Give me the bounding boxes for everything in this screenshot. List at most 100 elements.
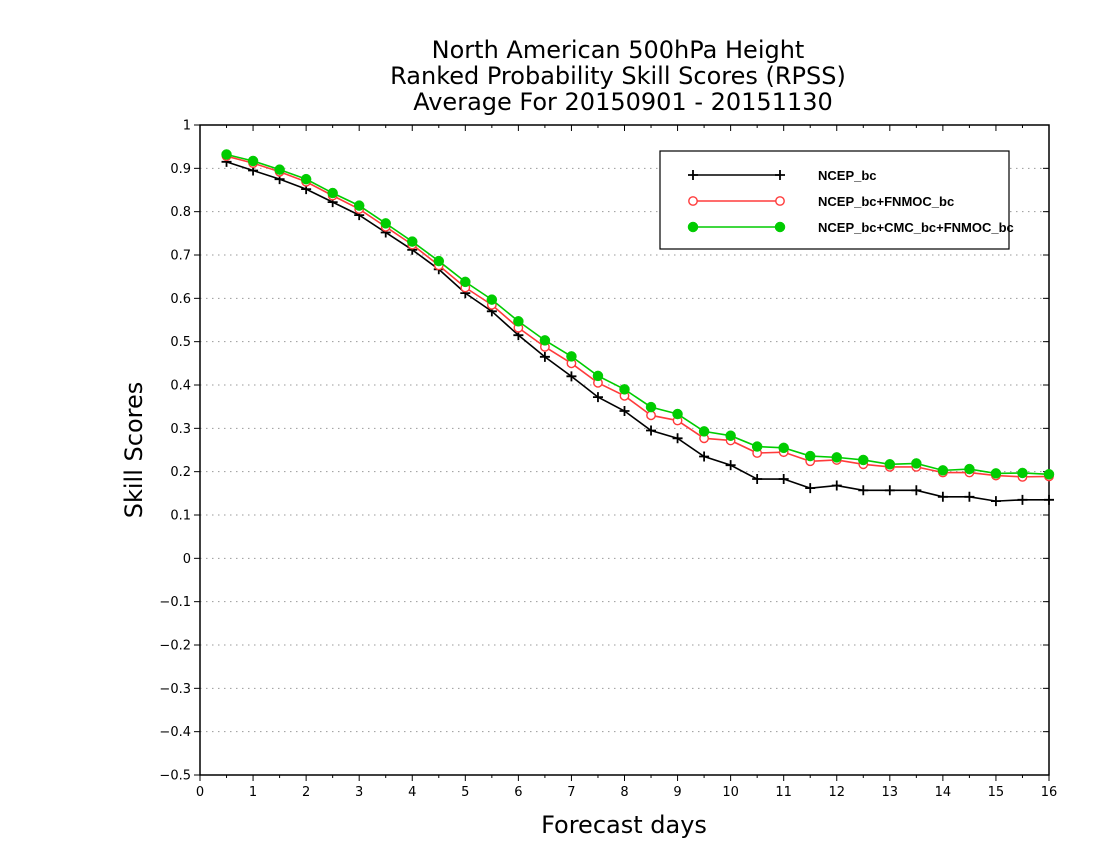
data-point xyxy=(646,410,656,421)
legend-marker xyxy=(688,170,698,180)
data-point xyxy=(911,485,922,496)
y-axis-label: Skill Scores xyxy=(120,382,148,519)
data-point xyxy=(725,460,736,471)
y-tick-label: 0.6 xyxy=(170,292,191,307)
legend-marker xyxy=(688,196,698,206)
data-point xyxy=(486,294,498,305)
data-point xyxy=(1017,494,1028,505)
data-point xyxy=(619,384,630,395)
legend-entry: NCEP_bc+CMC_bc+FNMOC_bc xyxy=(687,220,1014,235)
data-point xyxy=(831,452,842,463)
y-axis-ticks: −0.5 −0.4 −0.3 −0.2 −0.1 0 0.1 0.2 0.3 0.4 0.5 0.6 0… xyxy=(159,119,1049,784)
y-tick-label: −0.5 xyxy=(159,769,191,784)
x-tick-label: 7 xyxy=(567,785,575,800)
data-point xyxy=(566,351,577,362)
legend-marker xyxy=(774,221,786,233)
legend-label: NCEP_bc xyxy=(818,168,877,183)
y-tick-label: −0.3 xyxy=(159,682,191,697)
x-axis-label: Forecast days xyxy=(541,811,707,839)
data-point xyxy=(698,426,710,437)
x-tick-label: 12 xyxy=(828,785,845,800)
x-tick-label: 13 xyxy=(882,785,899,800)
data-point xyxy=(592,370,604,382)
data-point xyxy=(539,335,551,346)
data-point xyxy=(858,454,869,466)
data-point xyxy=(937,465,949,476)
data-point xyxy=(646,425,657,436)
data-point xyxy=(831,480,842,491)
legend: NCEP_bc NCEP_bc+FNMOC_bc NCEP_bc+CMC_bc+FN… xyxy=(659,150,1014,250)
x-tick-label: 10 xyxy=(722,785,739,800)
data-point xyxy=(274,164,285,175)
x-tick-label: 1 xyxy=(249,785,257,800)
chart-title: North American 500hPa Height Ranked Prob… xyxy=(390,36,846,116)
data-point xyxy=(858,485,869,496)
data-point xyxy=(619,406,630,416)
data-point xyxy=(672,433,683,444)
data-point xyxy=(460,276,471,288)
data-point xyxy=(911,458,922,469)
x-tick-label: 14 xyxy=(935,785,952,800)
x-tick-label: 0 xyxy=(196,785,204,800)
x-tick-label: 2 xyxy=(302,785,310,800)
series-2 xyxy=(221,149,1055,480)
data-point xyxy=(752,474,763,485)
data-point xyxy=(1043,469,1055,480)
data-point xyxy=(937,491,948,502)
data-point xyxy=(566,371,577,382)
data-point xyxy=(353,200,365,211)
x-tick-label: 16 xyxy=(1041,785,1058,800)
data-point xyxy=(990,468,1002,479)
data-point xyxy=(778,442,789,454)
y-tick-label: −0.2 xyxy=(159,639,191,654)
legend-entry: NCEP_bc+FNMOC_bc xyxy=(688,194,954,209)
data-point xyxy=(804,450,816,462)
plot-frame xyxy=(199,124,1050,776)
legend-label: NCEP_bc+FNMOC_bc xyxy=(818,194,954,209)
grid-lines xyxy=(200,167,1049,733)
data-point xyxy=(751,441,763,452)
legend-marker xyxy=(775,196,785,206)
legend-label: NCEP_bc+CMC_bc+FNMOC_bc xyxy=(818,220,1014,235)
series-group xyxy=(221,149,1055,507)
y-tick-label: 0.5 xyxy=(170,335,191,350)
y-tick-label: −0.1 xyxy=(159,595,191,610)
data-point xyxy=(247,155,259,167)
data-point xyxy=(672,408,683,420)
data-point xyxy=(300,173,312,185)
title-line-2: Ranked Probability Skill Scores (RPSS) xyxy=(390,62,846,90)
data-point xyxy=(1044,494,1054,505)
data-point xyxy=(884,459,896,470)
legend-marker xyxy=(687,221,699,233)
y-tick-label: 0.2 xyxy=(170,465,191,480)
legend-marker xyxy=(775,170,785,180)
y-tick-label: 1 xyxy=(183,119,191,134)
y-tick-label: 0.3 xyxy=(170,422,191,437)
data-point xyxy=(539,351,550,362)
data-point xyxy=(964,463,975,475)
data-point xyxy=(221,149,232,160)
x-tick-label: 11 xyxy=(775,785,792,800)
data-point xyxy=(884,485,895,496)
data-point xyxy=(699,451,710,462)
y-tick-label: 0.9 xyxy=(170,162,191,177)
x-axis-ticks: 0 1 2 3 4 5 6 7 8 9 10 11 12 13 14 15 16 xyxy=(196,125,1057,800)
data-point xyxy=(433,255,445,267)
data-point xyxy=(645,401,657,413)
data-point xyxy=(990,496,1001,507)
data-point xyxy=(407,236,418,247)
y-tick-label: 0.4 xyxy=(170,379,191,394)
data-point xyxy=(380,218,391,229)
data-point xyxy=(592,392,603,403)
legend-entry: NCEP_bc xyxy=(688,168,877,183)
data-point xyxy=(1017,467,1028,479)
x-tick-label: 5 xyxy=(461,785,469,800)
x-tick-label: 8 xyxy=(620,785,628,800)
data-point xyxy=(778,474,789,485)
data-point xyxy=(327,187,338,199)
title-line-1: North American 500hPa Height xyxy=(432,36,805,64)
y-tick-label: 0.7 xyxy=(170,249,191,264)
x-tick-label: 4 xyxy=(408,785,416,800)
y-tick-label: 0.8 xyxy=(170,205,191,220)
